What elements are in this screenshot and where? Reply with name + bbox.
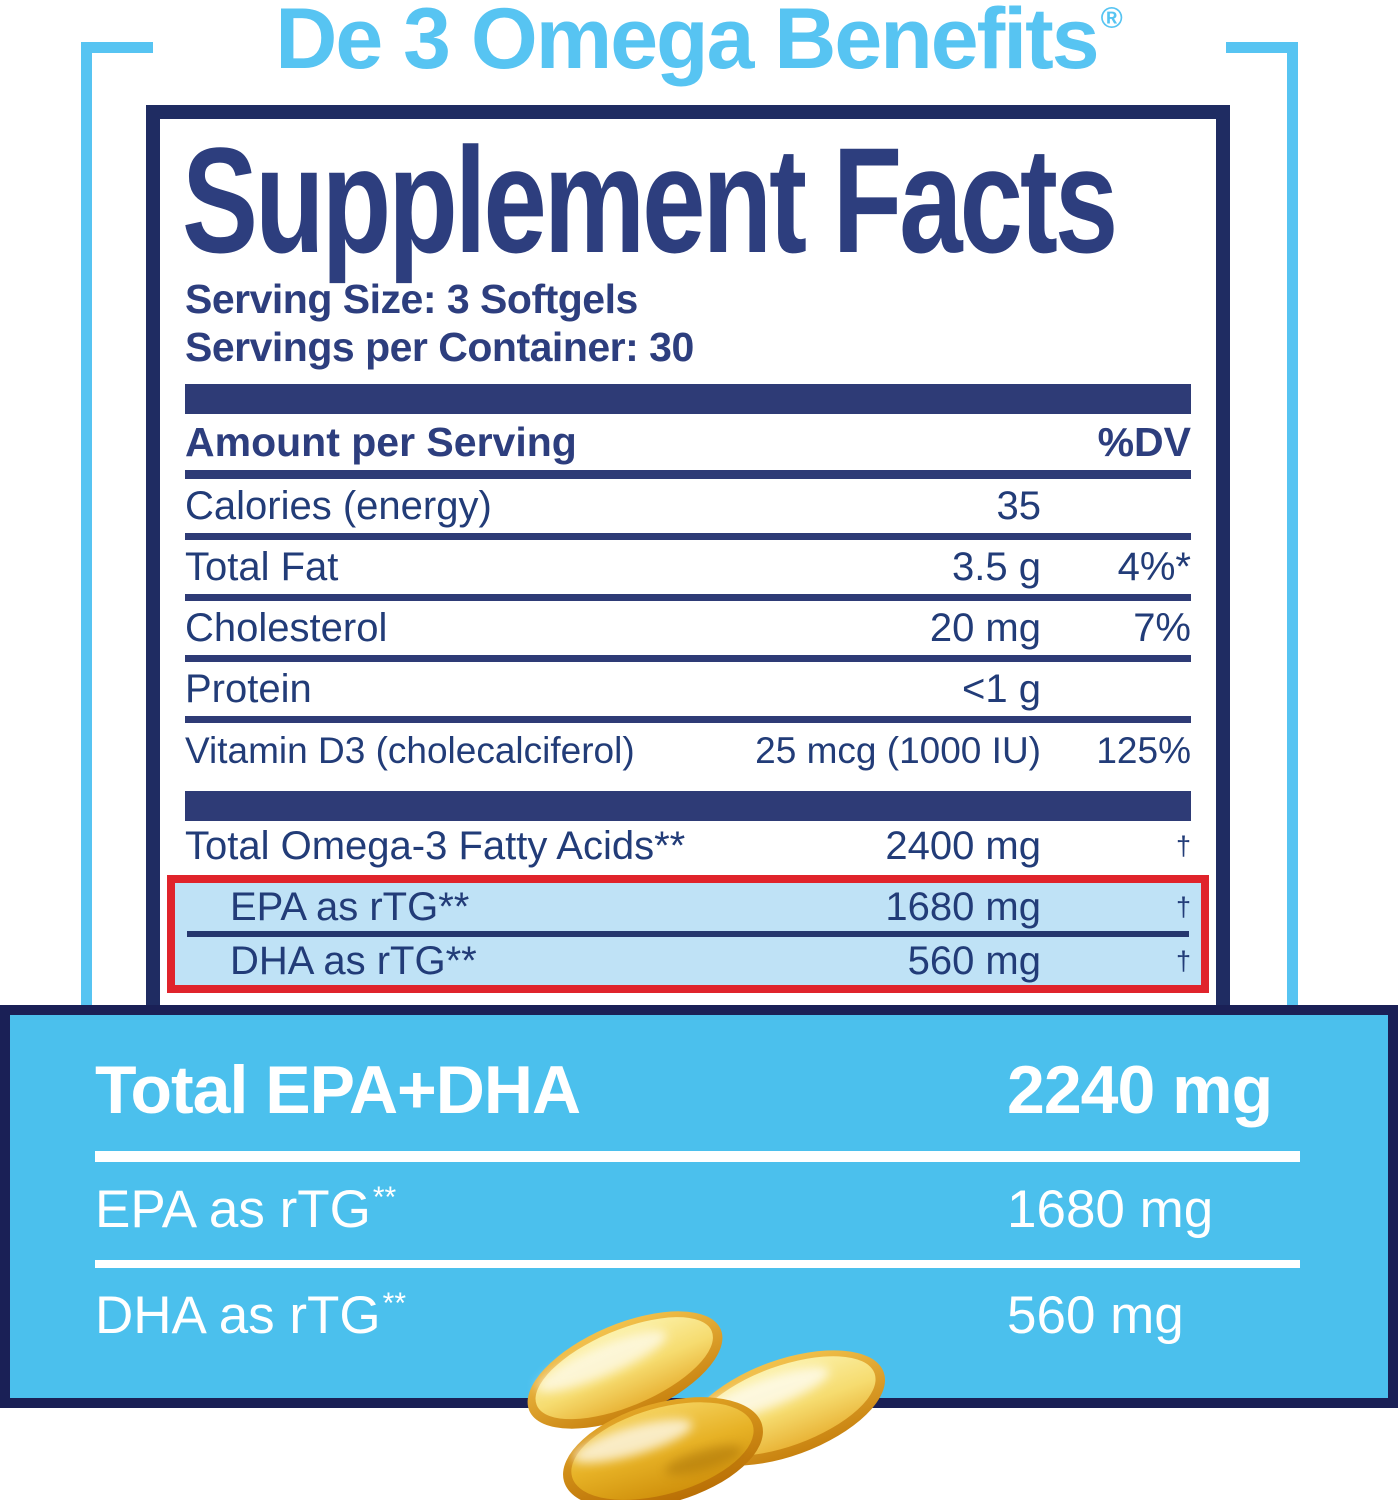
table-header-row: Amount per Serving %DV: [185, 414, 1191, 470]
summary-label: Total EPA+DHA: [95, 1052, 581, 1128]
table-row-calories: Calories (energy) 35: [185, 479, 1191, 533]
table-row-additional-omega3: Additional Omega-3 Fatty Acids** 160 mg …: [185, 999, 1191, 1005]
navy-separator-bar-omega: [185, 791, 1191, 821]
divider: [185, 716, 1191, 723]
row-amount: 1680 mg: [885, 884, 1041, 929]
row-amount: <1 g: [962, 666, 1041, 711]
row-label: Cholesterol: [185, 605, 388, 650]
row-amount: 3.5 g: [952, 544, 1041, 589]
summary-value: 1680 mg: [1007, 1179, 1214, 1239]
row-amount: 2400 mg: [885, 823, 1041, 868]
table-row-epa: EPA as rTG** 1680 mg †: [185, 883, 1191, 931]
divider: [185, 470, 1191, 479]
bracket-left-vertical: [81, 42, 92, 1005]
summary-value: 560 mg: [1007, 1285, 1184, 1345]
table-row-dha: DHA as rTG** 560 mg †: [185, 937, 1191, 985]
amount-per-serving-header: Amount per Serving: [185, 418, 577, 465]
supplement-facts-box: Supplement Facts Serving Size: 3 Softgel…: [146, 105, 1230, 1005]
double-asterisk-footnote: **: [372, 1180, 397, 1214]
bracket-top-left-horizontal: [81, 42, 153, 53]
servings-per-container: Servings per Container: 30: [185, 324, 694, 370]
softgel-capsule: [527, 1311, 723, 1429]
dagger-footnote-mark: †: [1175, 830, 1191, 861]
navy-separator-bar-top: [185, 384, 1191, 414]
divider: [95, 1260, 1300, 1268]
summary-row-total: Total EPA+DHA 2240 mg: [95, 1037, 1300, 1143]
dagger-footnote-mark: †: [1175, 945, 1191, 976]
brand-title-text: De 3 Omega Benefits: [275, 0, 1099, 87]
table-row-cholesterol: Cholesterol 20 mg 7%: [185, 601, 1191, 655]
percent-dv-header: %DV: [1097, 418, 1191, 465]
summary-row-dha: DHA as rTG** 560 mg: [95, 1268, 1300, 1362]
table-row-total-omega3: Total Omega-3 Fatty Acids** 2400 mg †: [185, 821, 1191, 871]
table-row-total-fat: Total Fat 3.5 g 4%*: [185, 540, 1191, 594]
divider: [185, 533, 1191, 540]
row-label: Total Omega-3 Fatty Acids**: [185, 823, 686, 868]
bracket-right-vertical: [1287, 42, 1298, 1005]
summary-label: DHA as rTG**: [95, 1285, 407, 1345]
row-amount: 560 mg: [907, 938, 1041, 983]
softgel-capsule: [563, 1397, 763, 1500]
row-amount: 20 mg: [929, 605, 1041, 650]
registered-trademark-symbol: ®: [1100, 2, 1123, 35]
row-label: Total Fat: [185, 544, 339, 589]
row-label: DHA as rTG**: [230, 938, 477, 983]
row-dv: 125%: [1096, 729, 1191, 771]
bracket-top-right-horizontal: [1226, 42, 1298, 53]
table-row-protein: Protein <1 g: [185, 662, 1191, 716]
serving-size: Serving Size: 3 Softgels: [185, 276, 638, 322]
row-label: Protein: [185, 666, 312, 711]
softgels-image: [527, 1311, 886, 1500]
dagger-footnote-mark: †: [1175, 891, 1191, 922]
epa-dha-highlight-box: EPA as rTG** 1680 mg † DHA as rTG** 560 …: [167, 875, 1209, 993]
divider: [185, 655, 1191, 662]
supplement-facts-title: Supplement Facts: [182, 116, 1118, 284]
divider: [95, 1151, 1300, 1162]
row-label: EPA as rTG**: [230, 884, 470, 929]
summary-row-epa: EPA as rTG** 1680 mg: [95, 1162, 1300, 1256]
double-asterisk-footnote: **: [382, 1286, 407, 1320]
summary-label: EPA as rTG**: [95, 1179, 397, 1239]
row-label: Vitamin D3 (cholecalciferol): [185, 729, 635, 771]
row-label: Additional Omega-3 Fatty Acids**: [185, 1003, 807, 1005]
row-dv: 4%*: [1117, 544, 1191, 589]
brand-title: De 3 Omega Benefits ®: [0, 0, 1398, 89]
row-amount: 25 mcg (1000 IU): [755, 729, 1041, 771]
row-amount: 35: [996, 483, 1042, 528]
divider: [187, 931, 1189, 937]
divider: [185, 594, 1191, 601]
summary-value: 2240 mg: [1007, 1052, 1273, 1128]
row-amount: 160 mg: [911, 1003, 1041, 1005]
row-dv: 7%: [1133, 605, 1191, 650]
table-row-vitamin-d3: Vitamin D3 (cholecalciferol) 25 mcg (100…: [185, 723, 1191, 778]
row-label: Calories (energy): [185, 483, 492, 528]
